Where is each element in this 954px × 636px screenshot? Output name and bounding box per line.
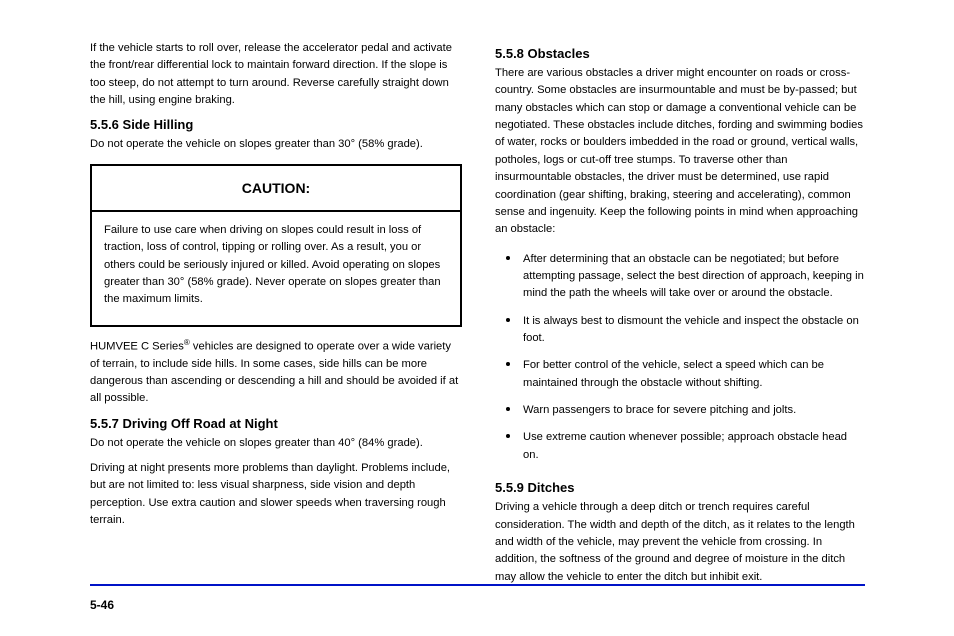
footer-rule xyxy=(90,584,865,586)
list-item: Use extreme caution whenever possible; a… xyxy=(521,425,865,470)
obstacle-bullet-list: After determining that an obstacle can b… xyxy=(495,247,865,471)
list-item: It is always best to dismount the vehicl… xyxy=(521,309,865,354)
caution-heading: CAUTION: xyxy=(92,166,460,212)
humvee-text: HUMVEE C Series xyxy=(90,340,184,352)
caution-text: Failure to use care when driving on slop… xyxy=(104,222,448,309)
page: If the vehicle starts to roll over, rele… xyxy=(0,0,954,636)
list-item: Warn passengers to brace for severe pitc… xyxy=(521,398,865,425)
right-p1: Driving a vehicle through a deep ditch o… xyxy=(495,499,865,586)
left-column: If the vehicle starts to roll over, rele… xyxy=(90,40,462,538)
heading-night: 5.5.7 Driving Off Road at Night xyxy=(90,416,462,431)
list-item: For better control of the vehicle, selec… xyxy=(521,353,865,398)
heading-side-hilling: 5.5.6 Side Hilling xyxy=(90,117,462,132)
page-number: 5-46 xyxy=(90,598,114,612)
right-column: 5.5.8 Obstacles There are various obstac… xyxy=(495,40,865,594)
heading-obstacles: 5.5.8 Obstacles xyxy=(495,46,865,61)
caution-box: CAUTION: Failure to use care when drivin… xyxy=(90,164,462,327)
heading-ditches: 5.5.9 Ditches xyxy=(495,480,865,495)
left-p5: Driving at night presents more problems … xyxy=(90,460,462,529)
left-p1: If the vehicle starts to roll over, rele… xyxy=(90,40,462,109)
left-p4: Do not operate the vehicle on slopes gre… xyxy=(90,435,462,452)
list-item: After determining that an obstacle can b… xyxy=(521,247,865,309)
left-p3: HUMVEE C Series® vehicles are designed t… xyxy=(90,337,462,408)
right-intro: There are various obstacles a driver mig… xyxy=(495,65,865,239)
left-p2: Do not operate the vehicle on slopes gre… xyxy=(90,136,462,153)
